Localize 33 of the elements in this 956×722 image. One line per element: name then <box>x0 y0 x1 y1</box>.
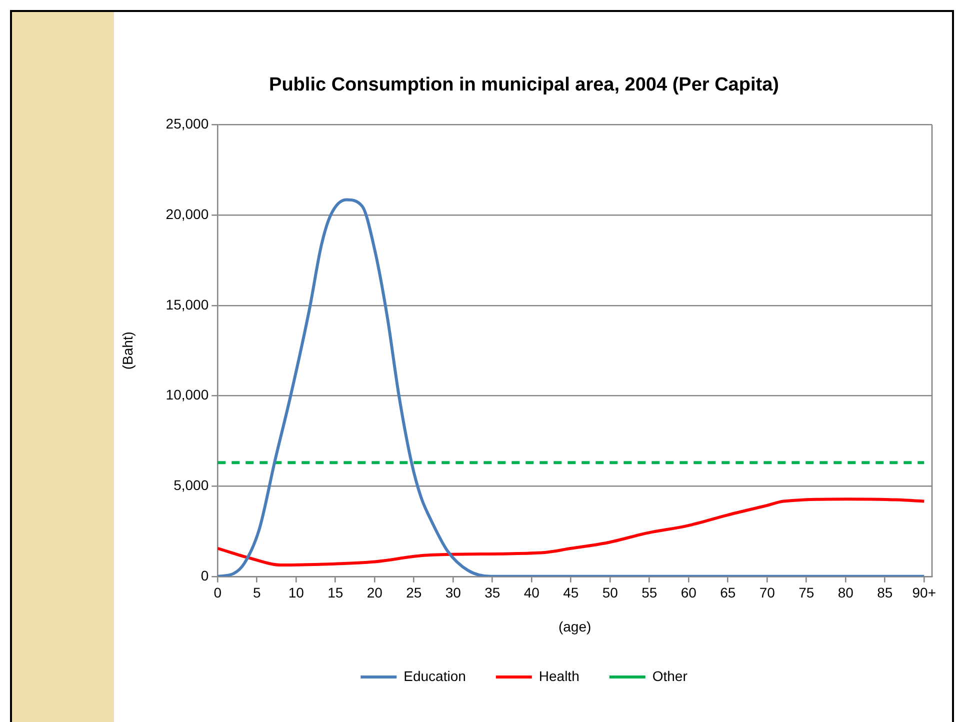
y-tick-label: 5,000 <box>174 476 209 493</box>
x-tick-label: 10 <box>288 584 304 601</box>
x-tick-label: 75 <box>798 584 814 601</box>
x-tick-label: 20 <box>366 584 383 601</box>
legend-label: Education <box>404 668 466 684</box>
chart-title: Public Consumption in municipal area, 2004 (Per Capita) <box>269 74 779 96</box>
y-tick-label: 20,000 <box>166 206 209 222</box>
legend-label: Other <box>652 668 688 684</box>
x-tick-label: 55 <box>642 584 658 601</box>
y-tick-label: 10,000 <box>166 386 209 403</box>
line-series <box>218 498 926 567</box>
x-tick-label: 45 <box>563 584 579 601</box>
x-tick-label: 30 <box>445 584 462 601</box>
x-tick-label: 85 <box>877 584 893 601</box>
line-series <box>218 198 926 576</box>
legend-label: Health <box>538 668 580 684</box>
x-tick-label: 0 <box>214 584 222 601</box>
x-tick-label: 5 <box>252 584 261 601</box>
x-tick-label: 35 <box>484 584 500 601</box>
y-axis-title: (Baht) <box>119 332 136 370</box>
y-tick-label: 25,000 <box>166 116 209 132</box>
x-tick-label: 70 <box>759 584 776 601</box>
x-tick-label: 15 <box>328 584 344 601</box>
y-tick-label: 0 <box>200 567 209 584</box>
x-tick-label: 25 <box>406 584 422 601</box>
x-tick-label: 65 <box>720 584 736 601</box>
y-tick-label: 15,000 <box>166 296 209 312</box>
x-axis-title: (age) <box>558 618 592 634</box>
x-tick-label: 90+ <box>912 584 936 601</box>
x-tick-label: 60 <box>680 584 697 601</box>
x-tick-label: 40 <box>524 584 540 601</box>
x-tick-label: 80 <box>838 584 854 601</box>
x-tick-label: 50 <box>602 584 618 601</box>
